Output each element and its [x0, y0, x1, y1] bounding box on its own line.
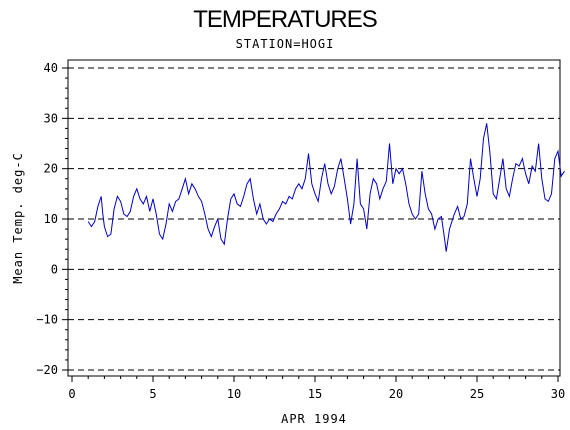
x-axis-label: APR 1994 — [281, 412, 347, 426]
x-tick-label: 5 — [149, 387, 156, 401]
y-tick-label: 10 — [44, 212, 58, 226]
temperature-series-line — [87, 123, 565, 252]
y-tick-label: 30 — [44, 111, 58, 125]
x-tick-label: 30 — [551, 387, 565, 401]
y-tick-label: −10 — [36, 313, 58, 327]
y-tick-label: 0 — [51, 262, 58, 276]
x-tick-label: 0 — [68, 387, 75, 401]
grid-lines — [68, 67, 560, 371]
chart-title: TEMPERATURES — [193, 6, 378, 33]
y-tick-label: 20 — [44, 162, 58, 176]
x-axis-ticks: 0 5 10 15 20 25 30 — [68, 376, 565, 401]
x-tick-label: 10 — [227, 387, 241, 401]
x-tick-label: 15 — [308, 387, 322, 401]
y-axis-ticks: −20 −10 0 10 20 30 40 — [36, 61, 68, 377]
plot-frame — [67, 59, 561, 377]
x-tick-label: 25 — [470, 387, 484, 401]
chart-subtitle: STATION=HOGI — [235, 37, 335, 51]
y-tick-label: −20 — [36, 363, 58, 377]
y-axis-label: Mean Temp. deg-C — [11, 152, 25, 284]
y-tick-label: 40 — [44, 61, 58, 75]
x-tick-label: 20 — [389, 387, 403, 401]
